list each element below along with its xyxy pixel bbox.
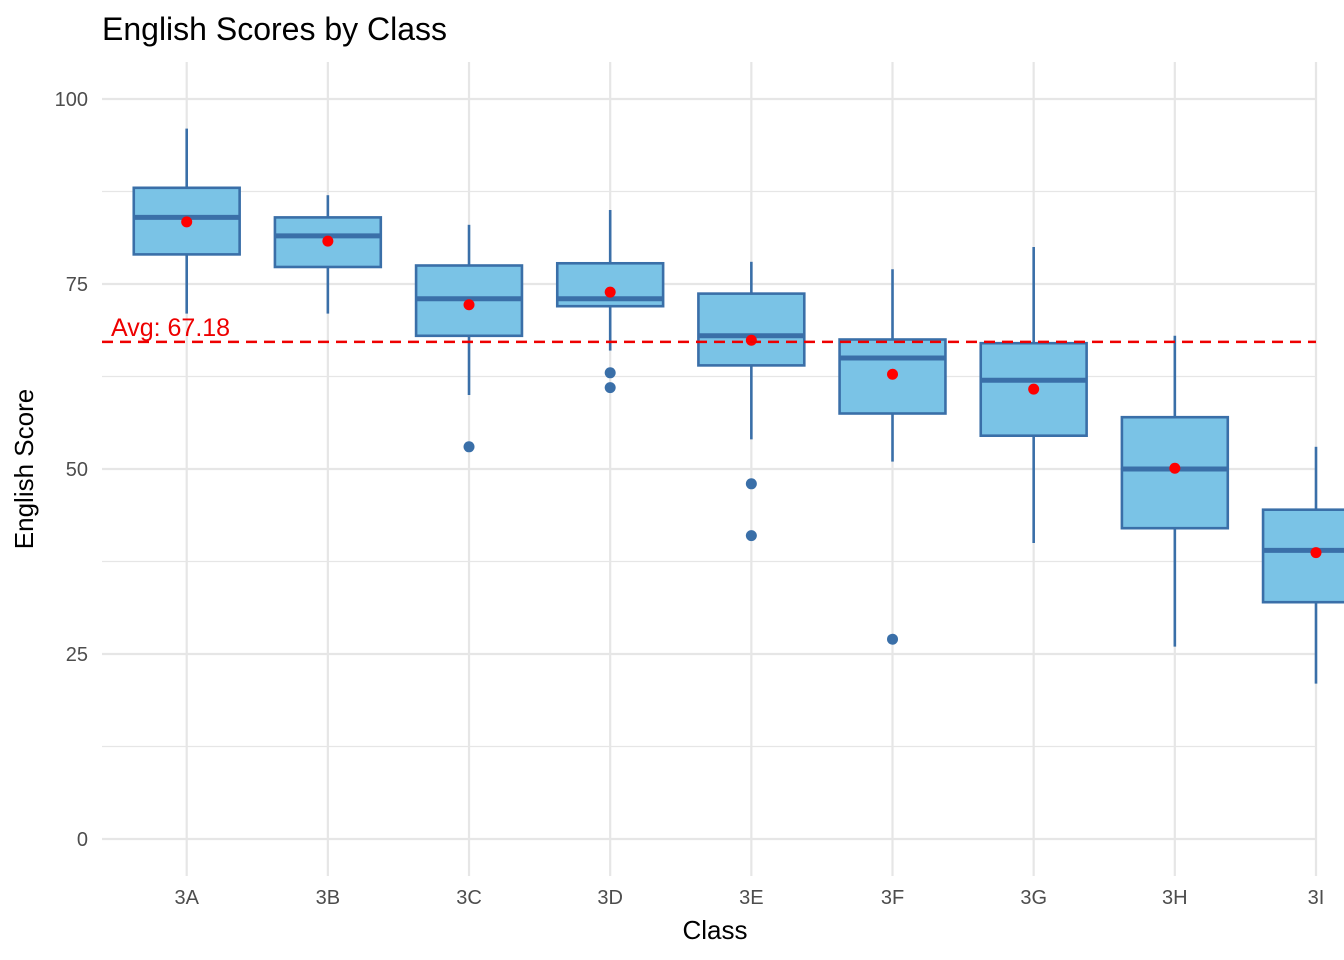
- mean-point: [1169, 462, 1181, 474]
- x-tick-label: 3C: [456, 887, 482, 909]
- x-axis-ticks: 3A 3B 3C 3D 3E 3F 3G 3H 3I: [174, 887, 1324, 909]
- box-3H: [1120, 335, 1230, 647]
- box-3A: [132, 128, 241, 314]
- x-tick-label: 3E: [739, 887, 763, 909]
- outlier-point: [887, 633, 899, 645]
- box-3I: [1261, 446, 1344, 684]
- x-axis-title: Class: [682, 915, 747, 945]
- box-iqr: [697, 292, 806, 367]
- y-axis-title: English Score: [9, 389, 39, 549]
- mean-point: [1310, 547, 1322, 559]
- x-tick-label: 3H: [1162, 887, 1188, 909]
- mean-point: [745, 334, 757, 346]
- mean-point: [322, 235, 334, 247]
- x-tick-label: 3I: [1308, 887, 1325, 909]
- mean-point: [1028, 383, 1040, 395]
- x-tick-label: 3B: [316, 887, 340, 909]
- mean-point: [887, 368, 899, 380]
- mean-point: [181, 216, 193, 228]
- outlier-point: [604, 382, 616, 394]
- y-tick-label: 0: [77, 829, 88, 851]
- x-tick-label: 3D: [597, 887, 623, 909]
- y-axis-ticks: 0 25 50 75 100: [55, 89, 88, 851]
- outlier-point: [463, 441, 475, 453]
- mean-point: [604, 286, 616, 298]
- y-tick-label: 50: [66, 459, 88, 481]
- box-3F: [838, 269, 947, 645]
- mean-point: [463, 299, 475, 311]
- box-3C: [414, 224, 524, 453]
- outlier-point: [745, 530, 757, 542]
- box-3B: [273, 195, 383, 314]
- boxes: [132, 128, 1344, 684]
- chart-title: English Scores by Class: [102, 11, 447, 47]
- x-tick-label: 3F: [881, 887, 904, 909]
- box-3G: [979, 247, 1088, 543]
- box-3E: [697, 261, 806, 542]
- reference-line-label: Avg: 67.18: [111, 314, 230, 342]
- box-iqr: [1120, 415, 1230, 530]
- x-tick-label: 3G: [1020, 887, 1047, 909]
- y-tick-label: 75: [66, 274, 88, 296]
- box-3D: [555, 210, 665, 394]
- y-tick-label: 25: [66, 644, 88, 666]
- outlier-point: [604, 367, 616, 379]
- y-tick-label: 100: [55, 89, 88, 111]
- outlier-point: [745, 478, 757, 490]
- reference-line-group: Avg: 67.18: [102, 314, 1316, 344]
- box-iqr: [1261, 508, 1344, 604]
- x-tick-label: 3A: [174, 887, 199, 909]
